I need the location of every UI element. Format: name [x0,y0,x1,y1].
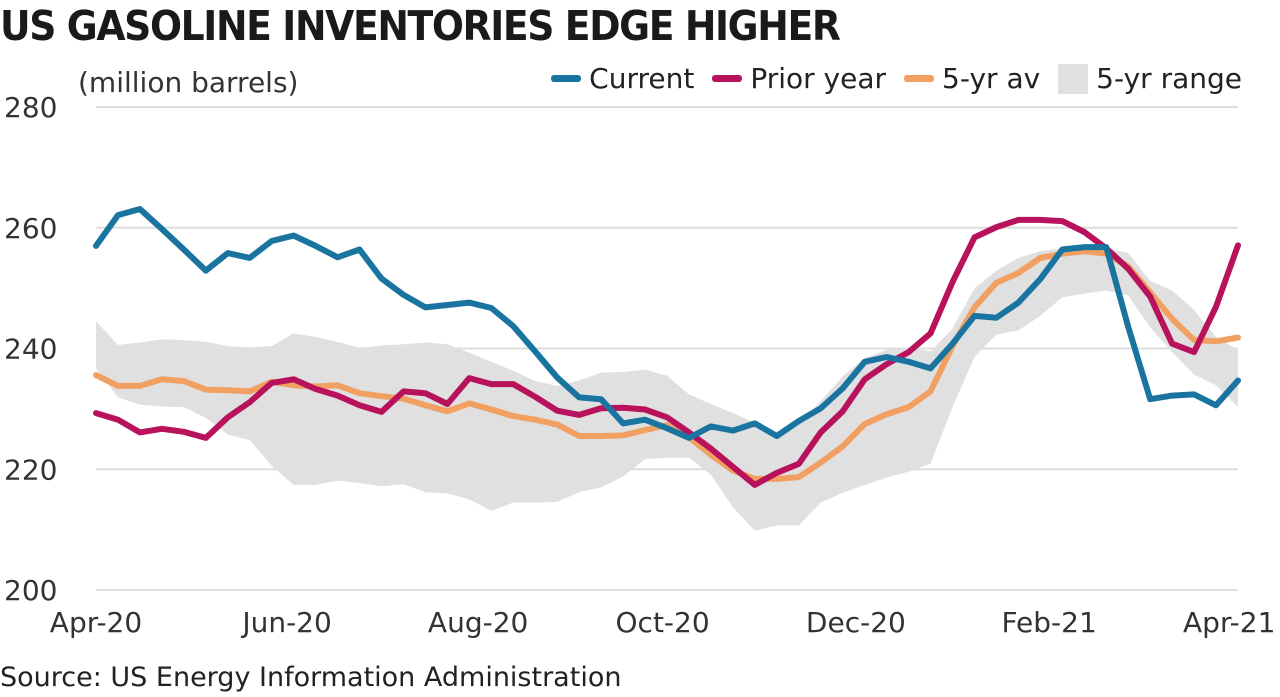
legend-swatch-5yr-avg [904,75,935,82]
series-line-prior [93,216,1241,488]
legend-item-current: Current [551,62,694,95]
legend-label-prior-year: Prior year [750,62,887,95]
source-note: Source: US Energy Information Administra… [0,662,622,693]
x-tick-label: Apr-21 [1183,606,1275,639]
range-band [96,244,1238,531]
legend-label-5yr-avg: 5-yr av [942,62,1041,95]
x-tick-label: Dec-20 [806,606,906,639]
legend-label-5yr-range: 5-yr range [1096,62,1242,95]
y-tick-label: 280 [4,91,57,124]
x-tick-label: Oct-20 [616,606,710,639]
legend-item-5yr-range: 5-yr range [1058,62,1242,95]
legend-swatch-prior-year [712,75,743,82]
y-tick-label: 200 [4,574,57,607]
x-tick-label: Aug-20 [428,606,528,639]
x-axis-ticks: Apr-20 Jun-20 Aug-20 Oct-20 Dec-20 Feb-21 Apr-… [50,606,1276,639]
x-tick-label: Feb-21 [1001,606,1096,639]
legend-swatch-5yr-range [1058,63,1089,94]
series-line-current [93,206,1241,441]
x-tick-label: Apr-20 [50,606,142,639]
y-axis-ticks: 200 220 240 260 280 [4,91,57,607]
y-tick-label: 220 [4,453,57,486]
chart-title: US GASOLINE INVENTORIES EDGE HIGHER [0,2,841,50]
legend-label-current: Current [589,62,695,95]
legend-swatch-current [551,75,582,82]
legend: Current Prior year 5-yr av 5-yr range [551,62,1242,95]
legend-item-prior-year: Prior year [712,62,886,95]
x-tick-label: Jun-20 [240,606,331,639]
y-tick-label: 240 [4,333,57,366]
legend-item-5yr-avg: 5-yr av [904,62,1040,95]
series-5yr-range-band [96,244,1238,531]
y-tick-label: 260 [4,212,57,245]
y-axis-unit-label: (million barrels) [78,66,299,99]
series-lines [93,206,1241,488]
